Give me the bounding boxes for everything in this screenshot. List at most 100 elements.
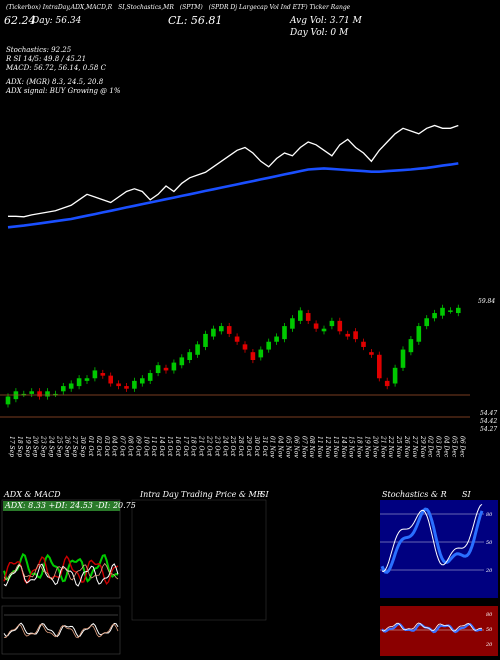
trend-lines [7, 124, 459, 229]
date-tick-label: 30 Oct [253, 436, 260, 457]
candle-body [416, 326, 422, 342]
rsi-line [381, 622, 483, 634]
stoch-d-line [381, 503, 483, 572]
date-tick-label: 19 Nov [364, 436, 371, 458]
date-tick-label: 05 Nov [285, 436, 292, 458]
candle-body [84, 378, 90, 381]
candle-body [432, 313, 437, 319]
rsi-tick: 20 [486, 642, 493, 648]
intraday-panel-frame [131, 499, 267, 621]
date-tick-label: 30 Sep [79, 436, 86, 457]
stoch-k-line [380, 507, 484, 574]
header-item: (SPDR Dj Largecap Vol Ind ETF) Ticker Ra… [208, 4, 351, 11]
stoch-tick: 50 [486, 540, 493, 546]
header-item: IntraDay,ADX,MACD,R [42, 4, 113, 11]
candle-body [361, 341, 366, 347]
candle-body [392, 367, 398, 384]
date-tick-label: 14 Oct [158, 436, 165, 457]
date-tick-label: 01 Nov [269, 436, 276, 458]
stat-rsi: R SI 14/5: 49.8 / 45.21 [6, 55, 87, 63]
date-tick-label: 08 Nov [308, 436, 315, 458]
date-tick-label: 13 Nov [332, 436, 339, 458]
date-tick-label: 12 Nov [324, 436, 331, 458]
price-levels [0, 394, 470, 418]
date-tick-label: 20 Nov [371, 435, 378, 458]
date-tick-label: 03 Oct [103, 436, 110, 457]
candle-body [29, 391, 34, 394]
rsi-tick: 50 [486, 627, 493, 633]
candle-body [290, 318, 295, 329]
candle-body [440, 307, 445, 316]
header-item: SI,Stochastics,MR [118, 4, 174, 11]
trend-line-series [8, 124, 459, 218]
adx-panel-title: ADX & MACD [4, 490, 61, 499]
date-tick-label: 23 Sep [40, 435, 47, 457]
adx-line [3, 563, 119, 587]
date-tick-label: 22 Nov [387, 435, 394, 458]
date-tick-label: 18 Sep [16, 436, 23, 457]
date-tick-label: 18 Oct [190, 436, 197, 457]
price-label-lower-a: 54.47 [480, 410, 498, 417]
date-tick-label: 29 Nov [419, 435, 426, 458]
candle-body [100, 373, 106, 376]
date-tick-label: 27 Sep [71, 435, 78, 457]
macd-signal-line [3, 623, 119, 639]
date-tick-label: 14 Nov [340, 436, 347, 458]
candle-body [132, 380, 137, 389]
date-tick-label: 27 Nov [411, 435, 418, 458]
price-open: 62.24 [4, 14, 36, 27]
candle-body [369, 352, 374, 355]
date-tick-label: 08 Oct [127, 436, 134, 457]
macd-panel-frame [1, 605, 121, 655]
candle-body [345, 333, 350, 337]
candle-body [337, 320, 343, 332]
day-vol: Day Vol: 0 M [290, 28, 349, 38]
intraday-si: SI [260, 490, 269, 499]
adx-plus-di-line [3, 552, 119, 583]
date-tick-label: 04 Oct [111, 436, 118, 457]
candle-body [5, 396, 11, 405]
candle-body [92, 370, 98, 379]
candle-body [226, 326, 232, 334]
header-line: (Tickerbox) IntraDay,ADX,MACD,R SI,Stoch… [6, 4, 350, 11]
candle-body [305, 313, 311, 321]
candle-body [321, 328, 327, 332]
candle-body [298, 310, 303, 321]
price-label-lower-c: 54.27 [480, 426, 498, 433]
stat-adx-signal: ADX signal: BUY Growing @ 1% [6, 87, 121, 95]
date-tick-label: 19 Sep [24, 436, 31, 457]
date-tick-label: 01 Oct [87, 436, 94, 457]
date-tick-label: 21 Nov [379, 435, 386, 458]
avg-vol: Avg Vol: 3.71 M [290, 16, 362, 26]
date-tick-label: 02 Dec [427, 436, 434, 458]
date-tick-label: 29 Oct [245, 435, 252, 457]
candle-body [448, 310, 453, 312]
date-tick-label: 10 Oct [142, 436, 149, 457]
date-tick-label: 15 Oct [166, 436, 173, 457]
candle-body [282, 326, 287, 340]
candle-body [274, 336, 279, 342]
candlesticks [5, 304, 461, 408]
date-tick-label: 06 Nov [292, 436, 299, 458]
candle-body [266, 341, 271, 350]
candle-body [155, 365, 161, 374]
price-label-lower-b: 54.42 [480, 418, 498, 425]
header-item: (SPTM) [179, 4, 203, 11]
main-chart: 17 Sep 18 Sep 19 Sep 20 Sep 23 Sep 24 Sep 25 S… [0, 124, 470, 458]
candle-body [384, 380, 390, 387]
candle-body [187, 352, 192, 360]
candle-body [116, 383, 121, 387]
date-tick-label: 16 Oct [174, 436, 181, 457]
candle-body [68, 383, 74, 389]
candle-body [313, 323, 319, 329]
candle-body [171, 362, 177, 371]
candle-body [61, 386, 66, 392]
stoch-panel [380, 500, 498, 598]
candle-body [219, 326, 224, 332]
date-tick-label: 18 Nov [356, 436, 363, 458]
stat-stochastics: Stochastics: 92.25 [6, 46, 72, 54]
candle-body [258, 349, 264, 358]
candle-body [250, 352, 256, 360]
date-tick-label: 17 Sep [8, 436, 15, 457]
date-tick-label: 22 Oct [206, 435, 213, 457]
